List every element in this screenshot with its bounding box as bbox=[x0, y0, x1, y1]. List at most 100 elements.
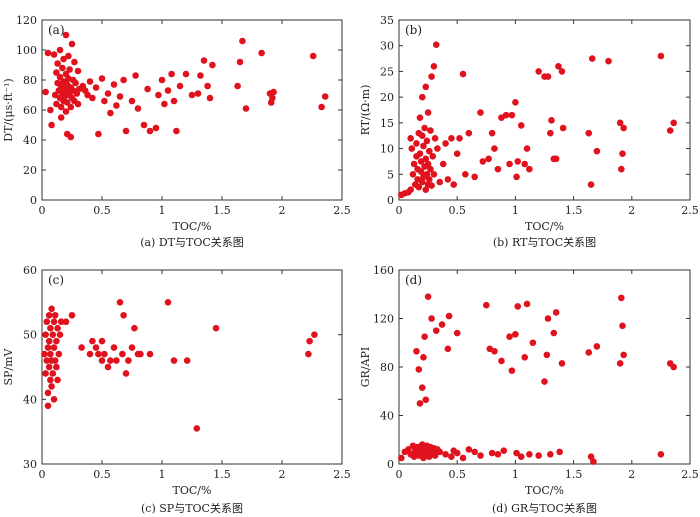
chart-panel-1: 0 0.5 1 1.5 2 2.5 0 20 40 60 80 100 120 (a) TOC/% DT/(μ… bbox=[2, 14, 351, 249]
chart-panel-3: 0 0.5 1 1.5 2 2.5 30 40 50 60 (c) TOC/% SP/mV (c) SP与… bbox=[2, 264, 351, 515]
data-point bbox=[432, 41, 440, 48]
data-point bbox=[42, 331, 49, 338]
data-point bbox=[425, 147, 433, 155]
data-point bbox=[48, 305, 55, 313]
data-point bbox=[593, 343, 601, 350]
y-tick-label: 80 bbox=[23, 74, 37, 87]
data-point bbox=[415, 366, 423, 373]
data-point bbox=[434, 145, 441, 152]
y-tick-label: 0 bbox=[387, 458, 394, 471]
data-point bbox=[498, 357, 505, 365]
data-point bbox=[51, 91, 59, 99]
data-point bbox=[236, 58, 244, 66]
data-point bbox=[47, 324, 54, 332]
data-point bbox=[616, 119, 624, 127]
x-tick-label: 1 bbox=[159, 468, 166, 481]
data-point bbox=[423, 137, 431, 145]
data-point bbox=[424, 160, 432, 168]
data-point bbox=[494, 451, 502, 458]
y-tick-label: 0 bbox=[387, 194, 394, 207]
data-point bbox=[113, 357, 120, 364]
data-point bbox=[49, 370, 57, 377]
data-point bbox=[506, 333, 513, 340]
data-point bbox=[270, 88, 277, 96]
data-point bbox=[488, 129, 496, 137]
data-point bbox=[465, 129, 473, 137]
data-point bbox=[444, 176, 452, 183]
data-point bbox=[618, 165, 625, 173]
data-point bbox=[101, 350, 108, 358]
data-point bbox=[54, 376, 61, 384]
data-point bbox=[423, 170, 431, 178]
data-point bbox=[620, 351, 627, 359]
data-point bbox=[53, 363, 60, 371]
data-point bbox=[57, 103, 65, 111]
data-point bbox=[508, 367, 516, 374]
data-point bbox=[74, 67, 82, 75]
data-point bbox=[89, 337, 96, 345]
data-point bbox=[427, 127, 434, 134]
x-tick-label: 2 bbox=[628, 204, 635, 217]
data-point bbox=[49, 331, 57, 338]
data-point bbox=[54, 60, 61, 67]
data-point bbox=[477, 452, 484, 459]
data-point bbox=[421, 124, 428, 132]
data-point bbox=[311, 331, 318, 338]
x-tick-label: 1.5 bbox=[565, 468, 583, 481]
data-point bbox=[556, 448, 563, 456]
data-point bbox=[86, 78, 94, 85]
data-point bbox=[176, 82, 184, 90]
data-point bbox=[456, 134, 463, 142]
data-point bbox=[670, 363, 678, 371]
data-point bbox=[84, 91, 91, 99]
data-point bbox=[410, 160, 418, 168]
data-point bbox=[619, 150, 626, 158]
data-point bbox=[453, 449, 461, 457]
data-point bbox=[418, 93, 426, 101]
data-point bbox=[670, 119, 678, 127]
data-point bbox=[421, 333, 428, 340]
data-point bbox=[239, 37, 246, 45]
data-point bbox=[116, 299, 124, 306]
data-point bbox=[491, 347, 498, 355]
y-tick-label: 60 bbox=[23, 264, 37, 277]
data-point bbox=[122, 127, 130, 135]
data-point bbox=[197, 72, 204, 79]
x-tick-label: 2 bbox=[628, 468, 635, 481]
data-point bbox=[164, 87, 172, 94]
data-point bbox=[170, 357, 178, 364]
data-point bbox=[146, 350, 154, 358]
y-axis-label: GR/API bbox=[359, 347, 372, 387]
data-point bbox=[144, 85, 151, 93]
data-point bbox=[72, 79, 79, 87]
data-point bbox=[209, 61, 216, 69]
data-point bbox=[420, 142, 427, 150]
data-point bbox=[60, 55, 67, 63]
data-point bbox=[56, 73, 64, 81]
data-point bbox=[98, 337, 106, 345]
y-tick-label: 50 bbox=[23, 329, 37, 342]
x-tick-label: 0.5 bbox=[448, 204, 466, 217]
data-point bbox=[521, 160, 529, 168]
data-point bbox=[448, 134, 455, 142]
data-point bbox=[113, 102, 120, 109]
data-point bbox=[453, 329, 461, 337]
data-point bbox=[432, 327, 440, 334]
data-point bbox=[62, 31, 70, 39]
data-point bbox=[552, 309, 560, 316]
data-point bbox=[550, 329, 558, 337]
y-tick-label: 25 bbox=[380, 65, 394, 78]
data-point bbox=[140, 121, 148, 129]
plot-frame bbox=[41, 269, 343, 465]
chart-panel-2: 0 0.5 1 1.5 2 2.5 0 5 10 15 20 25 30 35 (b) TOC/% RT/(Ω·… bbox=[359, 14, 699, 249]
data-point bbox=[318, 103, 325, 111]
data-point bbox=[107, 357, 114, 364]
data-point bbox=[588, 55, 596, 62]
data-point bbox=[422, 83, 430, 91]
data-point bbox=[442, 451, 449, 458]
data-point bbox=[321, 93, 329, 100]
data-point bbox=[161, 100, 168, 108]
y-tick-label: 80 bbox=[380, 361, 394, 374]
data-point bbox=[526, 451, 533, 458]
x-tick-label: 2 bbox=[279, 204, 286, 217]
